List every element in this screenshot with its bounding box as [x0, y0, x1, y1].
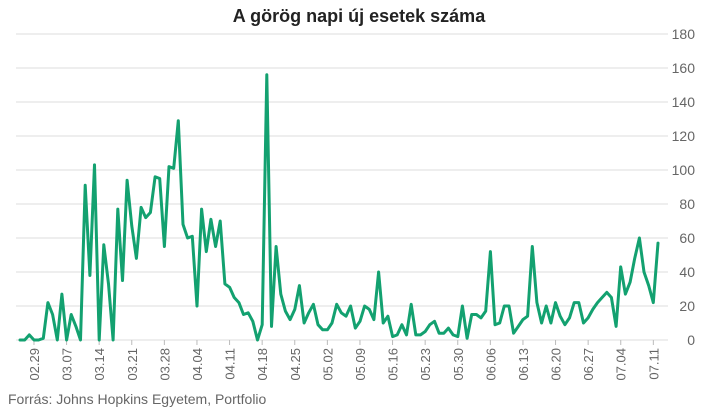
x-tick-label: 07.04 [614, 348, 629, 381]
y-tick-label: 0 [687, 332, 695, 348]
y-tick-label: 120 [672, 128, 696, 144]
x-tick-label: 02.29 [27, 348, 42, 381]
x-tick-label: 07.11 [646, 348, 661, 380]
x-tick-label: 03.07 [60, 348, 75, 381]
chart-title: A görög napi új esetek száma [232, 6, 486, 26]
x-tick-label: 05.16 [386, 348, 401, 381]
series-layer [18, 73, 660, 342]
source-note: Forrás: Johns Hopkins Egyetem, Portfolio [8, 391, 267, 407]
y-tick-label: 80 [679, 196, 695, 212]
x-tick-label: 03.21 [125, 348, 140, 381]
x-tick-label: 05.23 [418, 348, 433, 381]
x-tick-label: 05.09 [353, 348, 368, 381]
y-tick-label: 40 [679, 264, 695, 280]
y-tick-label: 100 [672, 162, 696, 178]
x-tick-label: 04.18 [255, 348, 270, 381]
y-tick-label: 140 [672, 94, 696, 110]
x-tick-label: 06.06 [483, 348, 498, 381]
x-tick-label: 03.28 [157, 348, 172, 381]
x-tick-label: 06.13 [516, 348, 531, 381]
y-axis-ticks: 0 20 40 60 80 100 120 140 160 180 [672, 26, 696, 348]
x-tick-label: 06.20 [549, 348, 564, 381]
x-tick-label: 04.04 [190, 348, 205, 381]
x-tick-label: 04.11 [223, 348, 238, 380]
series-line [18, 73, 660, 342]
y-tick-label: 160 [672, 60, 696, 76]
x-tick-label: 05.02 [320, 348, 335, 381]
x-tick-label: 06.27 [581, 348, 596, 381]
gridlines [16, 33, 668, 341]
x-axis-ticks: 02.29 03.07 03.14 03.21 03.28 04.04 04.11 04.18… [27, 340, 661, 381]
x-tick-label: 05.30 [451, 348, 466, 381]
y-tick-label: 60 [679, 230, 695, 246]
y-tick-label: 20 [679, 298, 695, 314]
y-tick-label: 180 [672, 26, 696, 42]
x-tick-label: 03.14 [92, 348, 107, 381]
x-tick-label: 04.25 [288, 348, 303, 381]
